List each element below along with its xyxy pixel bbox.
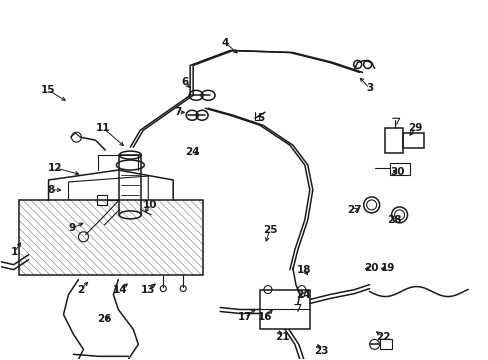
Text: 27: 27: [346, 205, 361, 215]
Text: 14: 14: [113, 284, 127, 294]
Text: 2: 2: [77, 284, 84, 294]
Text: 20: 20: [364, 263, 378, 273]
Text: 7: 7: [174, 107, 182, 117]
Text: 8: 8: [47, 185, 54, 195]
Bar: [384, 128, 402, 153]
Text: 18: 18: [296, 265, 310, 275]
Text: 26: 26: [97, 314, 111, 324]
Text: 13: 13: [141, 284, 155, 294]
Text: 12: 12: [48, 163, 62, 173]
Text: 4: 4: [221, 37, 228, 48]
Text: 23: 23: [314, 346, 328, 356]
Text: 28: 28: [386, 215, 401, 225]
Text: 22: 22: [376, 332, 390, 342]
Text: 6: 6: [181, 77, 188, 87]
Text: 3: 3: [366, 84, 372, 93]
Bar: [19, 200, 203, 275]
Text: 25: 25: [262, 225, 277, 235]
Text: 29: 29: [407, 123, 422, 133]
Bar: [260, 289, 309, 329]
Text: 10: 10: [142, 200, 157, 210]
Text: 1: 1: [11, 247, 18, 257]
Text: 30: 30: [389, 167, 404, 177]
Text: 16: 16: [257, 312, 272, 323]
Text: 11: 11: [96, 123, 110, 133]
Text: 15: 15: [41, 85, 56, 95]
Text: 24: 24: [184, 147, 199, 157]
Text: 5: 5: [257, 113, 264, 123]
Text: 9: 9: [69, 223, 76, 233]
Bar: [389, 163, 408, 175]
Bar: [402, 133, 424, 148]
Text: 19: 19: [380, 263, 394, 273]
Text: 21: 21: [274, 332, 288, 342]
Text: 17: 17: [237, 312, 252, 323]
Text: 24: 24: [296, 289, 310, 300]
Bar: [379, 339, 391, 349]
Bar: [97, 195, 107, 205]
